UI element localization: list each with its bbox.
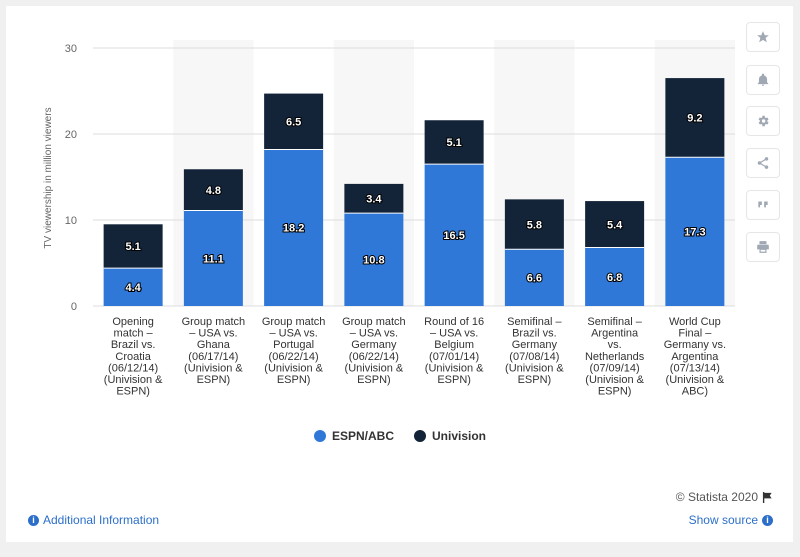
x-tick-label: Group match – USA vs. Germany (06/22/14) (Un… <box>342 316 406 386</box>
y-tick-label: 10 <box>65 215 77 227</box>
show-source-link[interactable]: Show source i <box>689 513 773 527</box>
data-label-univision: 5.8 <box>527 219 542 231</box>
bar-labels: 4.4 5.1 11.1 4.8 18.2 6.5 10.8 3.4 16.5 5.1 6.6 5.8… <box>124 112 706 295</box>
data-label-univision: 5.1 <box>446 137 461 149</box>
legend-swatch-espn <box>313 430 326 442</box>
data-label-espn: 10.8 <box>363 255 384 267</box>
data-label-espn: 6.6 <box>527 273 542 285</box>
quote-icon <box>758 201 768 208</box>
y-axis-ticks: 0 10 20 30 <box>65 43 77 313</box>
statista-credit[interactable]: © Statista 2020 <box>676 490 773 504</box>
data-label-univision: 3.4 <box>366 194 382 206</box>
legend-label-univision: Univision <box>432 429 487 443</box>
bar-univision <box>264 93 324 150</box>
legend-swatch-univision <box>414 430 426 442</box>
data-label-espn: 17.3 <box>684 227 705 239</box>
bar-univision <box>344 183 404 214</box>
bar-espn <box>665 157 725 306</box>
bell-icon <box>757 73 769 86</box>
data-label-univision: 6.5 <box>286 117 301 129</box>
y-tick-label: 20 <box>65 129 77 141</box>
bars <box>103 78 725 306</box>
info-icon: i <box>762 514 773 526</box>
bar-univision <box>585 201 645 248</box>
data-label-espn: 6.8 <box>607 272 622 284</box>
x-tick-label: Round of 16– USA vs. Belgium (07/01/14) (Un… <box>424 316 484 386</box>
bar-univision <box>183 169 243 211</box>
x-tick-label: Semifinal – Brazil vs. Germany (07/08/14) (U… <box>505 316 564 386</box>
credit-text: © Statista 2020 <box>675 490 758 504</box>
bar-espn <box>103 268 163 306</box>
favorite-button[interactable] <box>746 22 780 52</box>
y-tick-label: 0 <box>71 301 77 313</box>
info-icon: i <box>28 514 39 526</box>
data-label-espn: 18.2 <box>283 223 304 235</box>
data-label-espn: 11.1 <box>203 253 224 265</box>
chart-legend: ESPN/ABC Univision <box>0 429 800 443</box>
legend-item-univision[interactable]: Univision <box>414 429 486 443</box>
legend-item-espn[interactable]: ESPN/ABC <box>313 429 394 443</box>
bar-espn <box>344 213 404 306</box>
x-tick-label: World Cup Final – Germany vs. Argentina (07/… <box>664 316 726 398</box>
additional-information-link[interactable]: i Additional Information <box>28 513 159 527</box>
bar-espn <box>424 164 484 306</box>
data-label-univision: 5.4 <box>607 219 623 231</box>
data-label-espn: 4.4 <box>125 282 141 294</box>
share-icon <box>757 157 769 169</box>
y-axis-label: TV viewership in million viewers <box>43 107 54 248</box>
data-label-univision: 5.1 <box>125 241 140 253</box>
flag-icon <box>762 491 772 503</box>
bar-univision <box>504 199 564 250</box>
show-source-label: Show source <box>688 513 758 527</box>
cite-button[interactable] <box>746 190 780 220</box>
notification-button[interactable] <box>746 65 780 95</box>
print-button[interactable] <box>746 232 780 262</box>
x-tick-label: Group match – USA vs. Portugal (06/22/14) (U… <box>262 316 326 386</box>
data-label-univision: 4.8 <box>206 185 221 197</box>
print-icon <box>757 241 769 253</box>
y-tick-label: 30 <box>65 43 77 55</box>
share-button[interactable] <box>746 148 780 178</box>
bar-espn <box>183 210 243 306</box>
x-axis-labels: Opening match – Brazil vs. Croatia (06/12/14… <box>104 316 726 398</box>
star-icon <box>757 31 769 43</box>
legend-label-espn: ESPN/ABC <box>331 429 394 443</box>
bar-espn <box>504 249 564 306</box>
bar-univision <box>103 224 163 269</box>
gear-icon <box>758 115 769 127</box>
bar-univision <box>665 78 725 158</box>
bar-espn <box>264 149 324 306</box>
additional-information-label: Additional Information <box>43 513 160 527</box>
settings-button[interactable] <box>746 106 780 136</box>
bar-espn <box>585 247 645 306</box>
bar-univision <box>424 120 484 165</box>
data-label-espn: 16.5 <box>443 230 464 242</box>
x-tick-label: Semifinal – Argentina vs. Netherlands (07/09… <box>585 316 645 398</box>
x-tick-label: Opening match – Brazil vs. Croatia (06/12/14… <box>104 316 163 398</box>
x-tick-label: Group match – USA vs. Ghana (06/17/14) (Univ… <box>182 316 246 386</box>
data-label-univision: 9.2 <box>687 113 702 125</box>
